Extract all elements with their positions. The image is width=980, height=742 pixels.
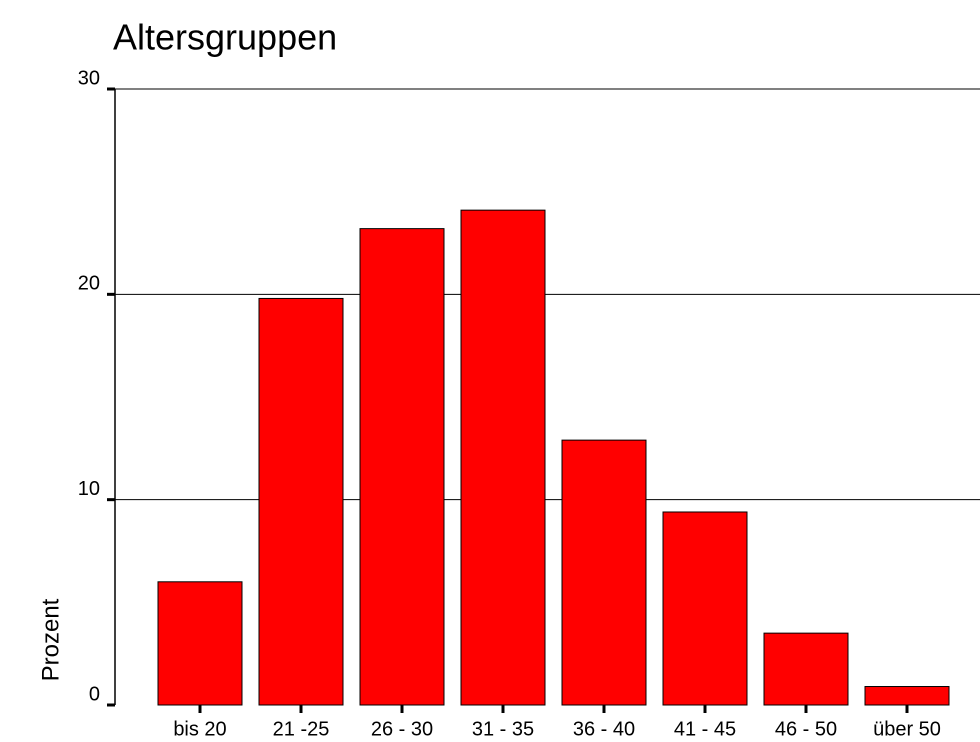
x-tick-label: 31 - 35 bbox=[472, 718, 534, 740]
bar bbox=[157, 581, 243, 706]
y-axis-label: Prozent bbox=[37, 598, 64, 681]
x-tick-label: 36 - 40 bbox=[573, 718, 635, 740]
bar bbox=[359, 228, 445, 706]
x-tick-label: über 50 bbox=[873, 718, 941, 740]
x-tick-label: 26 - 30 bbox=[371, 718, 433, 740]
y-tick-label: 30 bbox=[78, 67, 100, 89]
y-tick-label: 10 bbox=[78, 478, 100, 500]
bar bbox=[460, 209, 546, 706]
y-tick-label: 0 bbox=[89, 683, 100, 705]
x-tick-label: 46 - 50 bbox=[775, 718, 837, 740]
bar bbox=[864, 686, 950, 706]
x-tick-label: 21 -25 bbox=[273, 718, 330, 740]
y-tick-label: 20 bbox=[78, 273, 100, 295]
bar bbox=[258, 297, 344, 706]
bar bbox=[561, 439, 647, 706]
chart-title: Altersgruppen bbox=[113, 17, 337, 58]
x-tick-label: 41 - 45 bbox=[674, 718, 736, 740]
bar bbox=[662, 511, 748, 706]
x-tick-label: bis 20 bbox=[173, 718, 226, 740]
bar bbox=[763, 632, 849, 706]
